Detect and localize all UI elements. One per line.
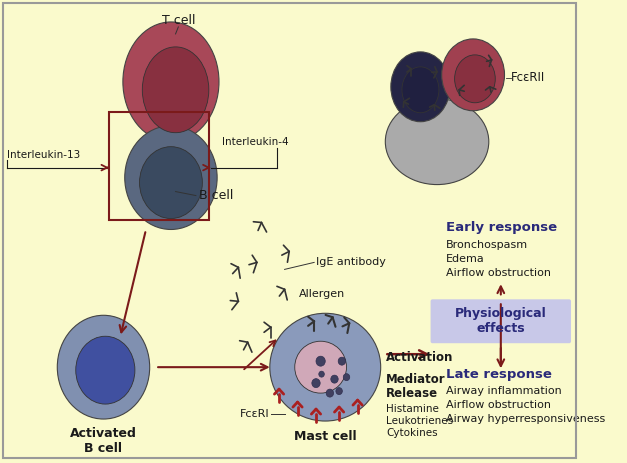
Text: Airflow obstruction: Airflow obstruction	[446, 400, 551, 410]
Circle shape	[336, 388, 342, 394]
Ellipse shape	[295, 341, 347, 393]
Text: IgE antibody: IgE antibody	[316, 257, 386, 268]
Text: Interleukin-4: Interleukin-4	[222, 137, 288, 147]
Ellipse shape	[402, 67, 439, 113]
Text: Airway hyperresponsiveness: Airway hyperresponsiveness	[446, 414, 606, 424]
Bar	[109, 112, 209, 219]
Ellipse shape	[441, 39, 505, 111]
Text: Late response: Late response	[446, 368, 552, 381]
Text: T cell: T cell	[162, 14, 195, 27]
Text: Leukotrienes: Leukotrienes	[386, 416, 453, 426]
Text: Airway inflammation: Airway inflammation	[446, 386, 562, 396]
Text: Allergen: Allergen	[298, 289, 345, 299]
Ellipse shape	[270, 313, 381, 421]
Ellipse shape	[455, 55, 495, 103]
Text: Mediator: Mediator	[386, 373, 446, 386]
Text: FcεRII: FcεRII	[511, 71, 545, 84]
Text: Activation: Activation	[386, 350, 453, 364]
Circle shape	[331, 375, 338, 383]
Text: Physiological
effects: Physiological effects	[455, 307, 547, 335]
Text: Early response: Early response	[446, 221, 557, 234]
Text: Edema: Edema	[446, 254, 485, 264]
FancyBboxPatch shape	[431, 299, 571, 343]
Circle shape	[316, 356, 325, 366]
Circle shape	[326, 389, 334, 397]
Text: Histamine: Histamine	[386, 404, 439, 414]
Ellipse shape	[123, 22, 219, 142]
Circle shape	[319, 371, 324, 377]
Text: Bronchospasm: Bronchospasm	[446, 240, 529, 250]
Text: Mast cell: Mast cell	[294, 430, 357, 443]
Ellipse shape	[142, 47, 209, 133]
Text: FcεRI: FcεRI	[240, 409, 270, 419]
Text: Airflow obstruction: Airflow obstruction	[446, 269, 551, 278]
Ellipse shape	[140, 147, 203, 219]
Ellipse shape	[76, 336, 135, 404]
Ellipse shape	[386, 99, 489, 185]
Ellipse shape	[57, 315, 150, 419]
Text: Release: Release	[386, 387, 438, 400]
Text: Cytokines: Cytokines	[386, 428, 438, 438]
Text: B cell: B cell	[199, 189, 233, 202]
Circle shape	[338, 357, 345, 365]
Text: Activated
B cell: Activated B cell	[70, 427, 137, 455]
Circle shape	[312, 379, 320, 388]
Ellipse shape	[125, 126, 217, 230]
Ellipse shape	[391, 52, 450, 122]
Circle shape	[343, 374, 350, 381]
Text: Interleukin-13: Interleukin-13	[8, 150, 81, 160]
